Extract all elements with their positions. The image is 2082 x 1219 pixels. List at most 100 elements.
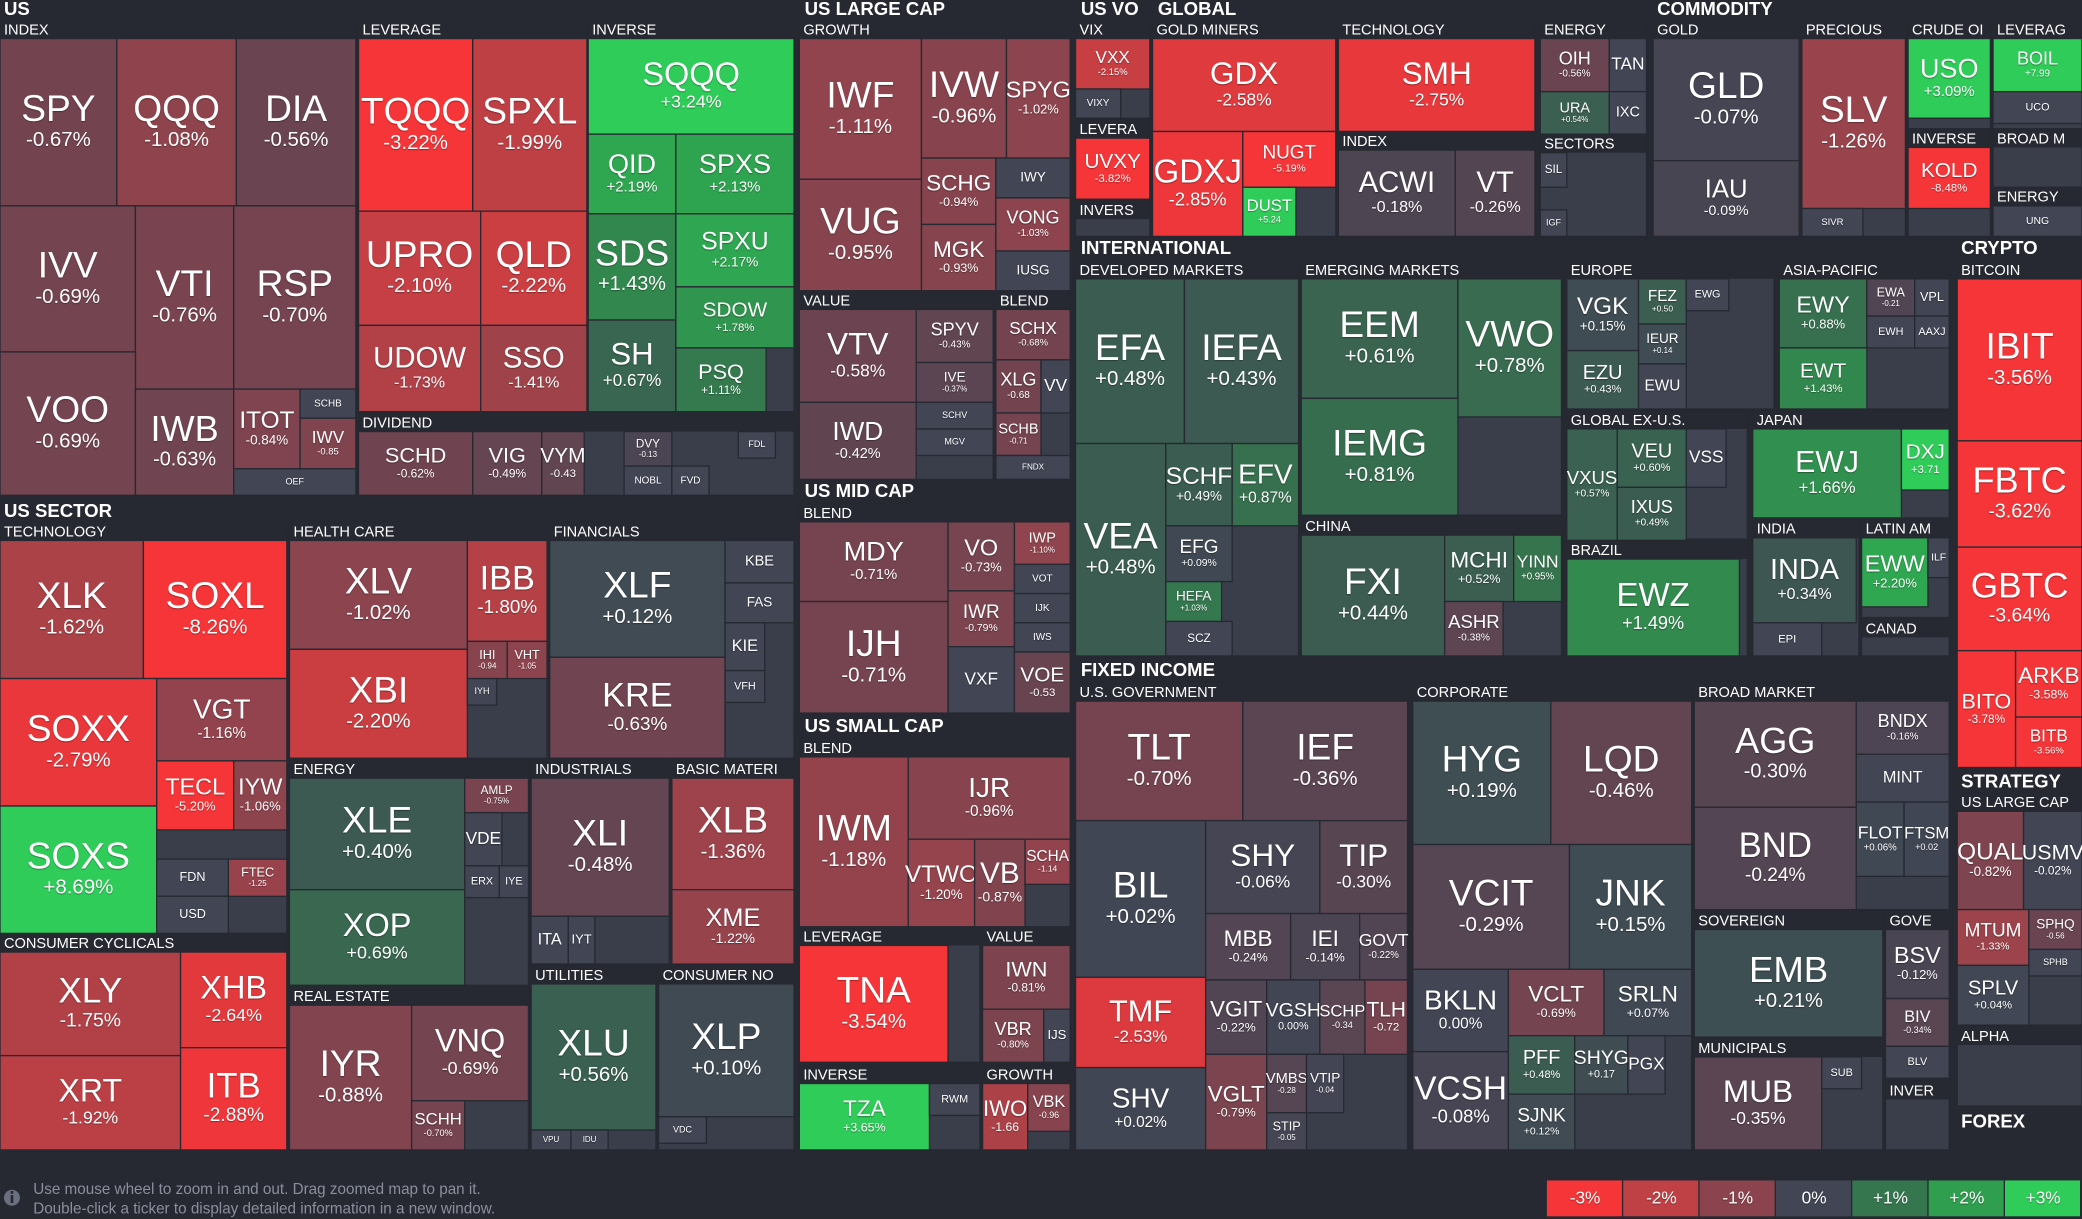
ticker-change[interactable]: -1.75% [60, 1010, 121, 1032]
ticker-symbol[interactable]: VTI [156, 262, 214, 304]
ticker-symbol[interactable]: EEM [1339, 303, 1420, 345]
ticker-change[interactable]: -0.05 [1278, 1133, 1297, 1142]
ticker-tile[interactable] [233, 205, 357, 390]
ticker-tile[interactable] [1778, 278, 1868, 349]
ticker-tile[interactable] [1860, 537, 1929, 608]
ticker-symbol[interactable]: FEZ [1648, 288, 1677, 305]
ticker-tile[interactable] [1300, 278, 1459, 400]
ticker-change[interactable]: +1.43% [1804, 383, 1843, 395]
ticker-symbol[interactable]: OIH [1559, 48, 1591, 68]
ticker-change[interactable]: -1.03% [1017, 228, 1049, 239]
ticker-tile[interactable] [567, 915, 596, 965]
ticker-tile[interactable] [288, 648, 469, 759]
ticker-symbol[interactable]: SSO [503, 341, 565, 374]
ticker-tile[interactable] [657, 1116, 708, 1144]
ticker-change[interactable]: -1.20% [920, 887, 963, 902]
ticker-change[interactable]: +0.57% [1575, 489, 1610, 500]
ticker-symbol[interactable]: IEUR [1646, 331, 1679, 346]
ticker-symbol[interactable]: BNDX [1878, 711, 1928, 731]
ticker-change[interactable]: -0.81% [1008, 980, 1046, 994]
ticker-change[interactable]: -0.53 [1029, 687, 1055, 699]
ticker-symbol[interactable]: VPL [1920, 290, 1944, 304]
ticker-change[interactable]: +0.88% [1801, 317, 1846, 332]
ticker-tile[interactable] [1319, 819, 1409, 915]
ticker-symbol[interactable]: BITO [1962, 689, 2012, 713]
ticker-symbol[interactable]: TZA [843, 1096, 886, 1121]
ticker-change[interactable]: +8.69% [43, 876, 113, 899]
ticker-tile[interactable] [1566, 278, 1640, 352]
ticker-tile[interactable] [995, 250, 1071, 292]
ticker-tile[interactable] [798, 600, 949, 714]
ticker-symbol[interactable]: IEI [1311, 926, 1339, 951]
ticker-change[interactable]: +0.48% [1086, 556, 1156, 579]
ticker-symbol[interactable]: KRE [602, 676, 673, 714]
ticker-symbol[interactable]: TMF [1109, 993, 1172, 1028]
ticker-symbol[interactable]: USMV [2022, 841, 2082, 865]
ticker-symbol[interactable]: SHYG [1574, 1047, 1629, 1069]
ticker-tile[interactable] [1539, 90, 1610, 135]
ticker-tile[interactable] [1040, 359, 1071, 414]
ticker-tile[interactable] [1752, 622, 1823, 657]
ticker-change[interactable]: -0.43% [939, 340, 971, 351]
ticker-symbol[interactable]: SCZ [1187, 632, 1210, 645]
ticker-symbol[interactable]: GBTC [1971, 567, 2069, 606]
ticker-change[interactable]: -0.62% [397, 466, 435, 480]
ticker-tile[interactable] [480, 210, 588, 327]
ticker-tile[interactable] [1685, 428, 1727, 489]
ticker-symbol[interactable]: YINN [1517, 552, 1559, 572]
ticker-tile[interactable] [1821, 1056, 1863, 1090]
ticker-symbol[interactable]: EWT [1800, 360, 1846, 383]
ticker-change[interactable]: -2.79% [46, 748, 111, 771]
ticker-symbol[interactable]: IEMG [1332, 421, 1427, 463]
ticker-symbol[interactable]: NUGT [1262, 143, 1316, 164]
ticker-symbol[interactable]: SCHV [942, 410, 967, 420]
ticker-symbol[interactable]: SCHB [998, 422, 1038, 438]
ticker-symbol[interactable]: VXF [964, 668, 998, 688]
ticker-tile[interactable] [1024, 838, 1071, 886]
ticker-change[interactable]: +0.02% [1106, 905, 1176, 928]
ticker-symbol[interactable]: XRT [59, 1073, 123, 1109]
ticker-symbol[interactable]: MINT [1883, 768, 1923, 786]
ticker-symbol[interactable]: MGK [933, 237, 984, 262]
ticker-change[interactable]: +7.99 [2025, 69, 2051, 80]
ticker-change[interactable]: 0.00% [1278, 1021, 1309, 1033]
ticker-change[interactable]: -2.53% [1114, 1027, 1167, 1046]
ticker-tile[interactable] [947, 646, 1016, 714]
ticker-symbol[interactable]: ERX [471, 876, 493, 888]
ticker-symbol[interactable]: SH [610, 337, 653, 372]
ticker-change[interactable]: +0.48% [1523, 1069, 1561, 1081]
ticker-symbol[interactable]: SCHX [1009, 318, 1057, 338]
ticker-tile[interactable] [1204, 1053, 1268, 1151]
ticker-symbol[interactable]: VT [1476, 166, 1514, 199]
ticker-tile[interactable] [541, 430, 585, 496]
ticker-symbol[interactable]: XLI [572, 812, 628, 854]
ticker-symbol[interactable]: XBI [349, 668, 409, 710]
ticker-tile[interactable] [506, 640, 548, 680]
ticker-change[interactable]: -0.09% [1704, 202, 1749, 218]
ticker-tile[interactable] [0, 805, 158, 935]
ticker-tile[interactable] [671, 889, 795, 965]
ticker-symbol[interactable]: SDOW [703, 299, 768, 322]
ticker-tile[interactable] [1412, 1050, 1510, 1151]
ticker-symbol[interactable]: EZU [1583, 362, 1623, 384]
ticker-symbol[interactable]: IEF [1296, 725, 1354, 767]
ticker-change[interactable]: -0.68% [1018, 337, 1048, 348]
ticker-tile[interactable] [995, 197, 1071, 252]
ticker-change[interactable]: +3.71 [1911, 464, 1940, 476]
ticker-change[interactable]: -0.38% [1458, 633, 1490, 644]
ticker-tile[interactable] [995, 454, 1071, 481]
ticker-change[interactable]: -0.93% [939, 261, 978, 275]
ticker-symbol[interactable]: NOBL [634, 475, 662, 486]
ticker-symbol[interactable]: USO [1920, 52, 1979, 83]
ticker-tile[interactable] [530, 983, 657, 1131]
ticker-symbol[interactable]: VTIP [1310, 1071, 1340, 1086]
ticker-symbol[interactable]: SMH [1402, 55, 1472, 91]
ticker-symbol[interactable]: EWU [1645, 377, 1681, 394]
ticker-change[interactable]: -0.82% [1969, 864, 2012, 879]
ticker-symbol[interactable]: DXJ [1906, 441, 1945, 464]
ticker-symbol[interactable]: BOIL [2017, 48, 2058, 68]
ticker-symbol[interactable]: XLV [345, 559, 413, 601]
ticker-symbol[interactable]: VCSH [1414, 1071, 1507, 1108]
ticker-symbol[interactable]: VSS [1689, 447, 1724, 467]
ticker-symbol[interactable]: FTEC [241, 866, 274, 880]
